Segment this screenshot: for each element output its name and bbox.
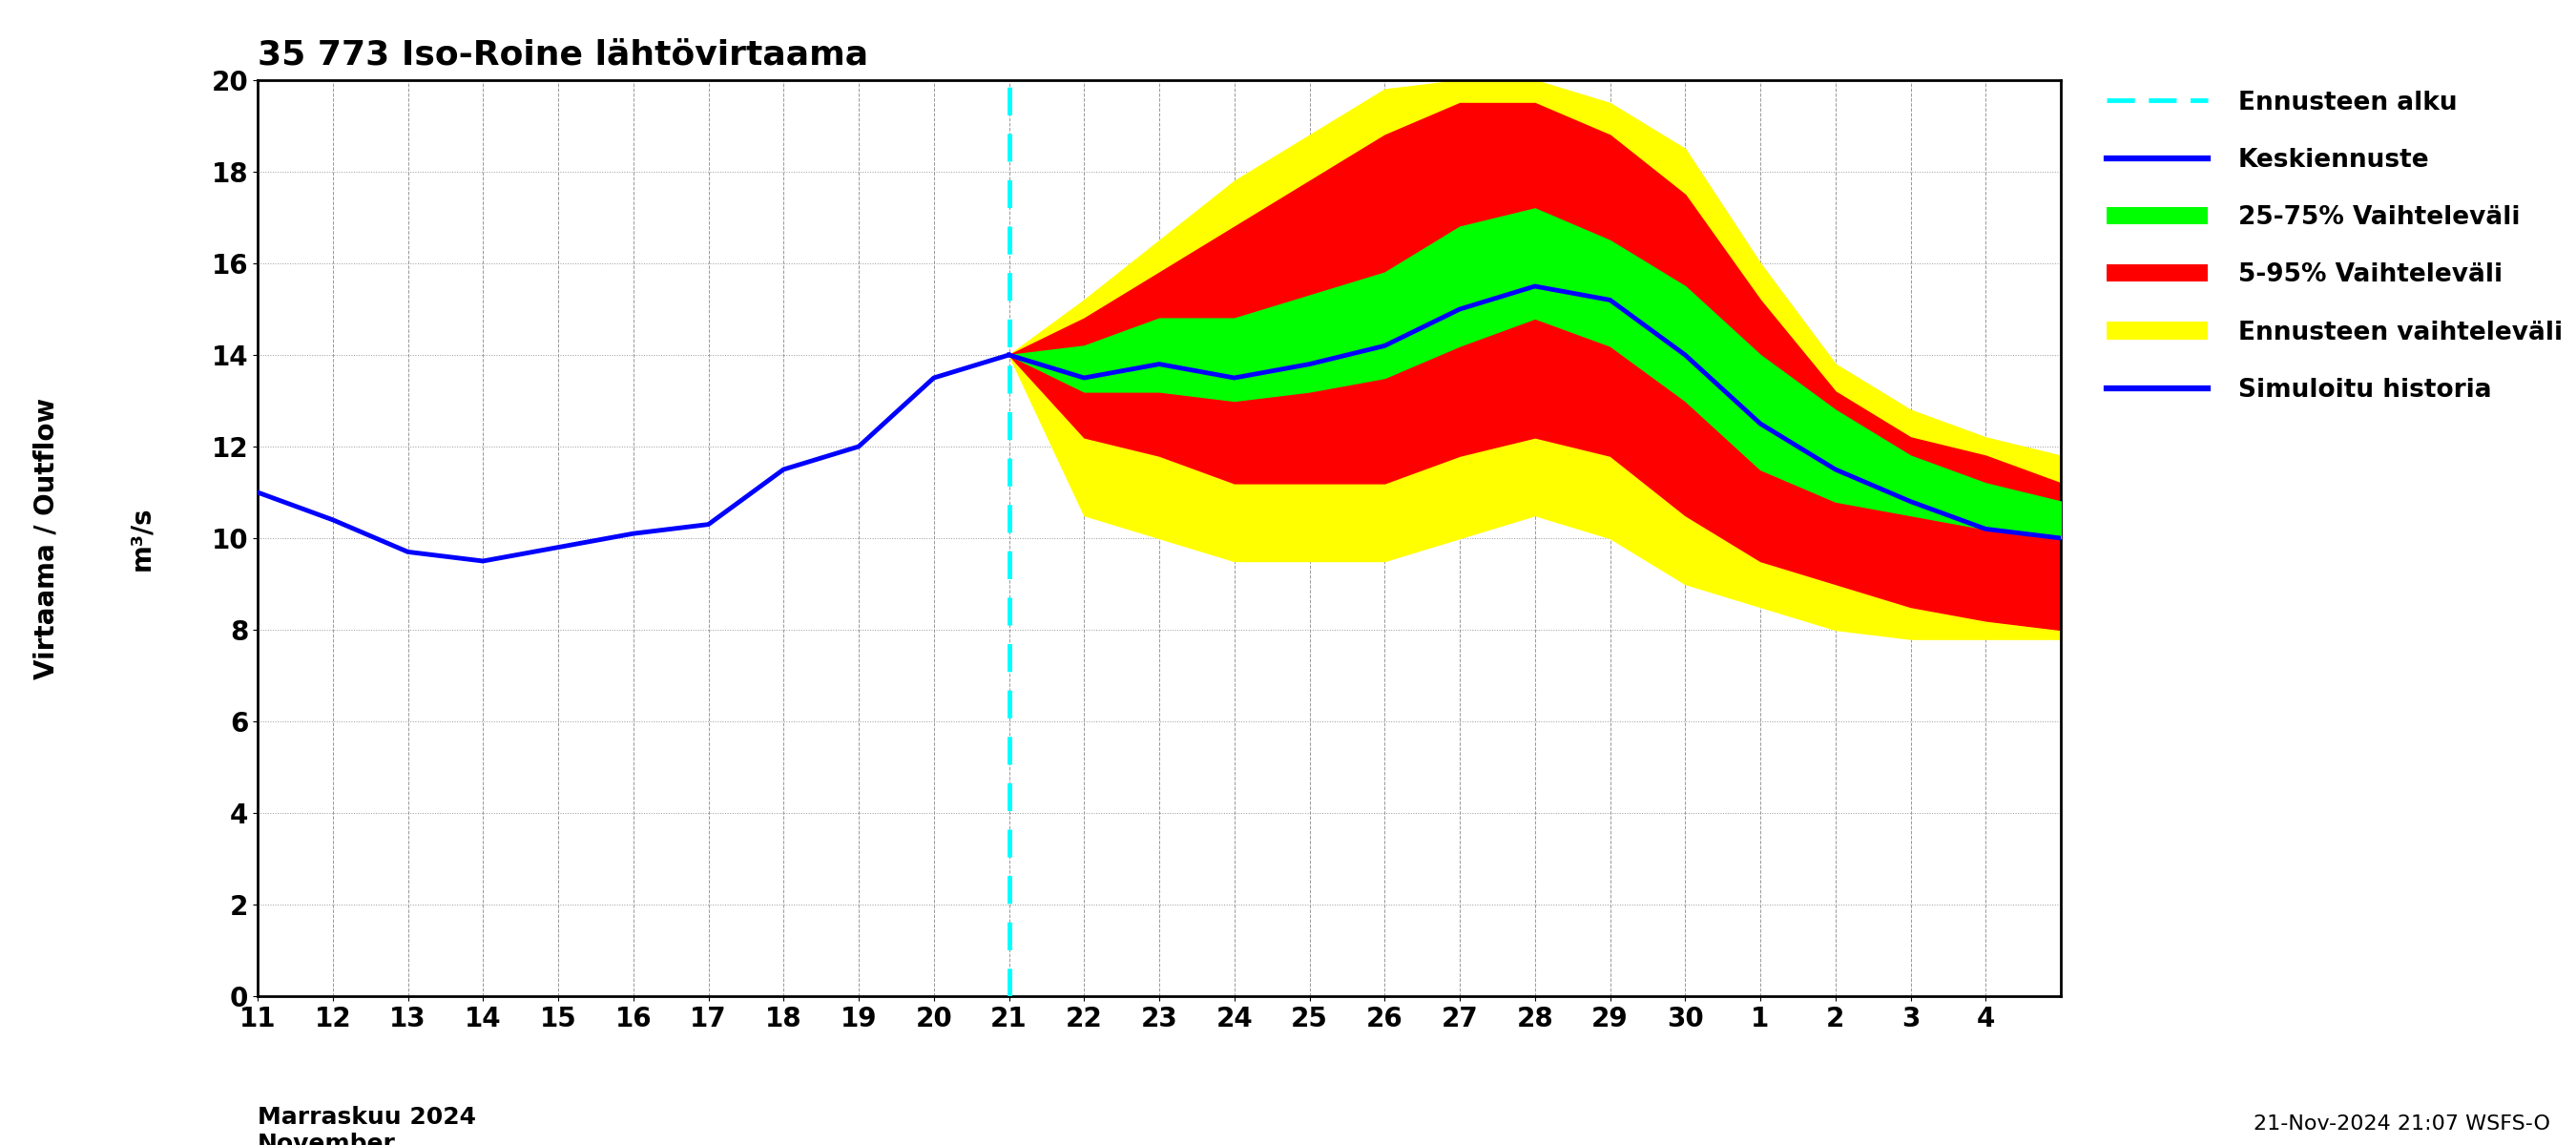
Text: m³/s: m³/s — [129, 506, 155, 570]
Text: 21-Nov-2024 21:07 WSFS-O: 21-Nov-2024 21:07 WSFS-O — [2254, 1114, 2550, 1134]
Text: Marraskuu 2024
November: Marraskuu 2024 November — [258, 1106, 477, 1145]
Text: 35 773 Iso-Roine lähtövirtaama: 35 773 Iso-Roine lähtövirtaama — [258, 39, 868, 71]
Legend: Ennusteen alku, Keskiennuste, 25-75% Vaihteleväli, 5-95% Vaihteleväli, Ennusteen: Ennusteen alku, Keskiennuste, 25-75% Vai… — [2097, 80, 2573, 413]
Text: Virtaama / Outflow: Virtaama / Outflow — [33, 397, 59, 679]
